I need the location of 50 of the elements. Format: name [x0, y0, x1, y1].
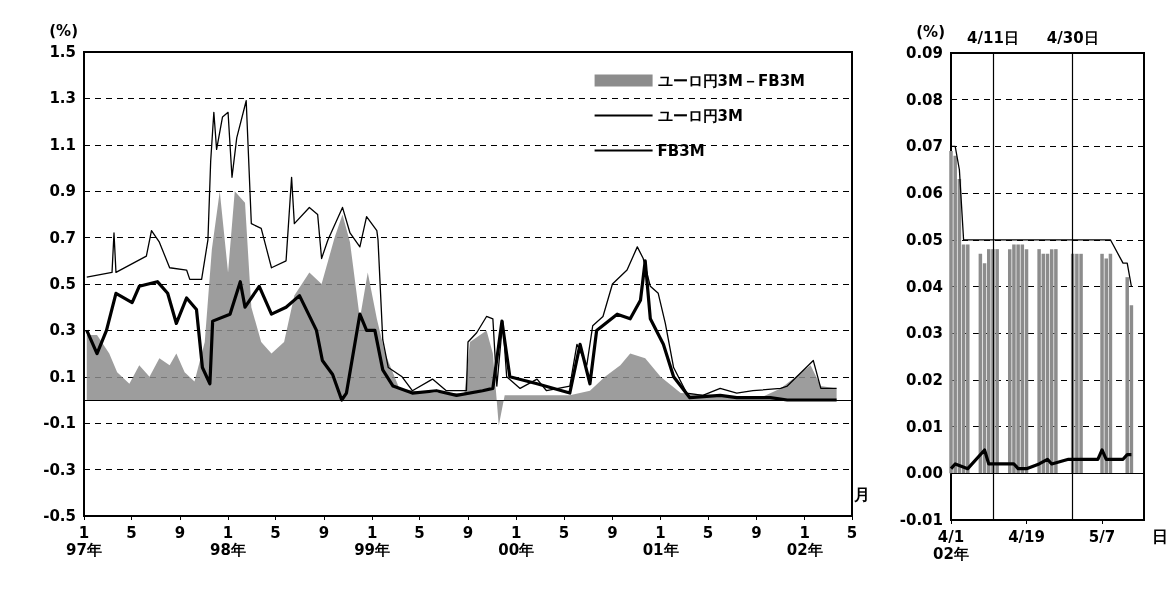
y-tick-label: 0.1 [49, 367, 76, 386]
x-tick-label: 5 [846, 523, 858, 542]
x-tick-label: 5 [558, 523, 570, 542]
y-tick-label: 0.9 [49, 182, 76, 201]
x-tick-label: 9 [607, 523, 618, 542]
y-tick-label: 0.00 [905, 464, 943, 483]
text: 月 [853, 484, 870, 504]
x-tick-label: 1 97年 [66, 523, 102, 559]
x-tick-label: 1 00年 [498, 523, 535, 559]
x-tick-label: 5 [126, 523, 137, 542]
y-tick-label: 0.3 [49, 321, 76, 340]
y-tick-label: 0.02 [905, 370, 943, 389]
x-tick-label: 5/7 [1088, 527, 1116, 546]
legend-label: ユーロ円3M [657, 106, 743, 125]
y-tick-label: 0.03 [905, 324, 943, 343]
x-tick-label: 1 98年 [210, 523, 246, 559]
x-tick-label: 5 [270, 523, 281, 542]
y-tick-label: -0.1 [43, 414, 76, 433]
y-tick-label: 0.06 [905, 184, 943, 203]
x-tick-label: 1 99年 [354, 523, 391, 559]
x-tick-label: 1 01年 [642, 523, 679, 559]
y-tick-label: 0.5 [49, 275, 76, 293]
y-tick-label: 1.3 [49, 89, 76, 108]
y-tick-label: -0.01 [899, 511, 943, 529]
text: 日 [1152, 526, 1168, 546]
x-tick-label: 4/19 [1008, 527, 1045, 546]
y-tick-label: -0.3 [43, 460, 76, 479]
y-tick-label: 0.05 [905, 230, 943, 249]
ref-line-label: 4/30日 [1046, 28, 1099, 47]
ref-line-label: 4/11日 [967, 28, 1019, 47]
legend-label: ユーロ円3M－FB3M [657, 71, 806, 90]
y-tick-label: 1.5 [49, 43, 76, 61]
x-tick-label: 9 [174, 523, 186, 542]
y-tick-label: 0.04 [905, 277, 943, 296]
x-tick-label: 4/1 02年 [933, 527, 969, 563]
x-tick-label: 5 [702, 523, 714, 542]
y-axis-title: (%) [916, 22, 945, 41]
y-tick-label: 0.09 [905, 44, 943, 62]
x-tick-label: 9 [751, 523, 762, 542]
y-tick-label: -0.5 [43, 507, 76, 525]
y-tick-label: 0.08 [905, 90, 943, 109]
y-axis-title: (%) [49, 21, 78, 40]
x-tick-label: 1 02年 [786, 523, 823, 559]
x-tick-label: 5 [414, 523, 425, 542]
y-tick-label: 0.07 [905, 137, 943, 156]
x-tick-label: 9 [318, 523, 330, 542]
y-tick-label: 0.7 [49, 228, 76, 247]
x-tick-label: 9 [462, 523, 474, 542]
y-tick-label: 1.1 [49, 135, 76, 154]
y-tick-label: 0.01 [905, 417, 943, 436]
